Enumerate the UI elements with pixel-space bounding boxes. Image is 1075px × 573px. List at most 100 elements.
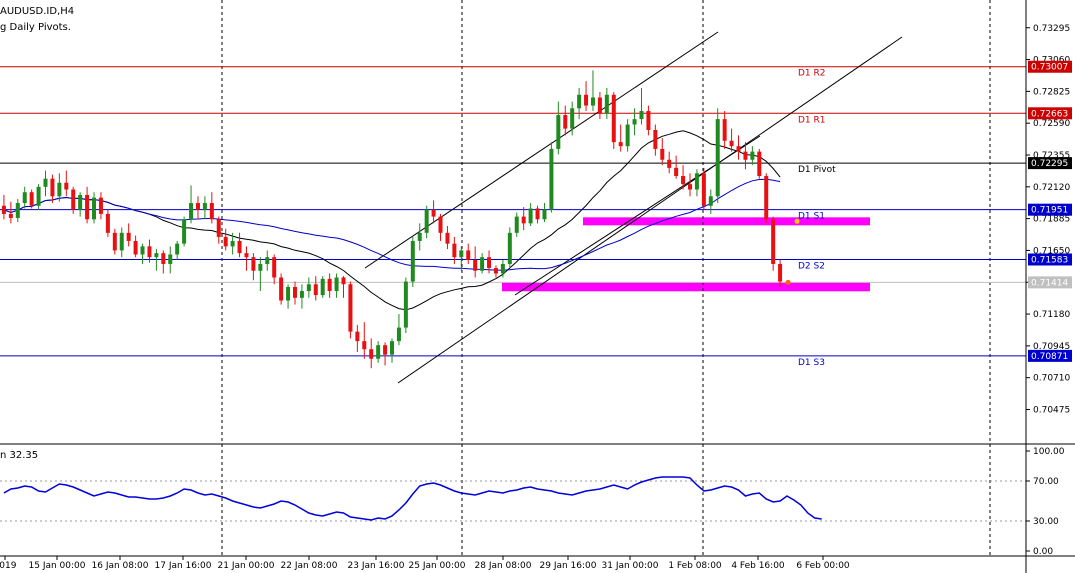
bull-candle — [570, 108, 575, 129]
bull-candle — [154, 253, 159, 258]
bull-candle — [549, 148, 554, 210]
oscillator-line — [3, 476, 822, 521]
bear-candle — [64, 182, 69, 190]
bear-candle — [161, 253, 166, 264]
bear-candle — [341, 277, 346, 285]
bear-candle — [272, 257, 277, 278]
price-tag — [1028, 107, 1072, 120]
bear-candle — [660, 148, 665, 160]
price-tag — [1028, 157, 1072, 170]
current-price-tag-text: 0.71414 — [1031, 278, 1068, 288]
bull-candle — [632, 119, 637, 125]
bear-candle — [29, 192, 34, 206]
price-tag — [1028, 349, 1072, 362]
bull-candle — [694, 173, 699, 190]
zone-touch-marker — [794, 218, 800, 224]
ma-slow-line — [3, 178, 781, 271]
bear-candle — [611, 94, 616, 143]
bear-candle — [133, 240, 138, 255]
bull-candle — [320, 278, 325, 296]
channel-upper-line — [364, 31, 719, 269]
bear-candle — [584, 94, 589, 106]
oscillator-tick-label: 0.00 — [1033, 547, 1053, 557]
price-tick-label: 0.72355 — [1033, 151, 1070, 161]
bear-candle — [764, 175, 769, 220]
bull-candle — [299, 291, 304, 298]
bull-candle — [189, 203, 194, 220]
bull-candle — [625, 124, 630, 147]
time-tick-label: 4 Feb 16:00 — [731, 561, 785, 571]
bear-candle — [618, 142, 623, 147]
indicator-label: g Daily Pivots. — [0, 22, 71, 33]
time-tick-label: 25 Jan 00:00 — [409, 561, 466, 571]
price-tag-text: 0.72295 — [1031, 159, 1068, 169]
pivot-label: D1 Pivot — [798, 165, 836, 175]
bull-candle — [708, 196, 713, 206]
bear-candle — [646, 111, 651, 130]
time-tick-label: 17 Jan 16:00 — [155, 561, 212, 571]
bear-candle — [736, 146, 741, 152]
bear-candle — [452, 243, 457, 258]
pivot-labels: D1 R2 D1 R1 D1 Pivot D1 S1 D2 S2 D1 S3 — [798, 69, 836, 368]
time-tick-label: 1 Feb 08:00 — [668, 561, 722, 571]
support-zones — [502, 217, 870, 292]
bear-candle — [216, 219, 221, 237]
bull-candle — [396, 327, 401, 342]
price-tags: 0.73007 0.72663 0.72295 0.71951 0.71583 0.708… — [1028, 60, 1072, 362]
bear-candle — [313, 284, 318, 296]
bull-candle — [507, 232, 512, 264]
price-tick-label: 0.72590 — [1033, 119, 1070, 129]
bear-candle — [473, 259, 478, 271]
bear-candle — [383, 345, 388, 355]
price-tag-text: 0.72663 — [1031, 109, 1068, 119]
time-tick-label: 6 Feb 00:00 — [796, 561, 850, 571]
bull-candle — [57, 182, 62, 197]
bear-candle — [667, 159, 672, 168]
current-price-tag — [1028, 276, 1072, 289]
bull-candle — [590, 97, 595, 106]
time-tick-label: 28 Jan 08:00 — [475, 561, 532, 571]
time-tick-label: 29 Jan 16:00 — [540, 561, 597, 571]
oscillator-tick-label: 30.00 — [1033, 517, 1059, 527]
pivot-label: D1 S3 — [798, 358, 825, 368]
time-tick-label: 21 Jan 00:00 — [218, 561, 275, 571]
pivot-label: D2 S2 — [798, 261, 825, 271]
price-tick-label: 0.72825 — [1033, 87, 1070, 97]
bull-candle — [265, 257, 270, 264]
bull-candle — [230, 240, 235, 247]
price-tag — [1028, 60, 1072, 73]
bear-candle — [355, 331, 360, 342]
bull-candle — [500, 263, 505, 274]
bull-candle — [528, 208, 533, 224]
price-tick-label: 0.71885 — [1033, 215, 1070, 225]
bear-candle — [209, 203, 214, 220]
bull-candle — [258, 263, 263, 271]
bull-candle — [175, 243, 180, 255]
bull-candle — [168, 254, 173, 264]
bull-candle — [43, 178, 48, 187]
bull-candle — [542, 209, 547, 220]
bear-candle — [535, 208, 540, 220]
price-tag-text: 0.73007 — [1031, 63, 1068, 73]
candles — [1, 70, 783, 369]
pivot-label: D1 R2 — [798, 69, 826, 79]
time-tick-label: 22 Jan 08:00 — [281, 561, 338, 571]
chart-title: AUDUSD.ID,H4 — [0, 6, 75, 17]
bull-candle — [480, 257, 485, 271]
bear-candle — [431, 209, 436, 217]
price-tag-text: 0.70871 — [1031, 352, 1068, 362]
bear-candle — [105, 213, 110, 233]
bull-candle — [390, 341, 395, 355]
bull-candle — [78, 194, 83, 210]
bull-candle — [715, 119, 720, 197]
bull-candle — [119, 232, 124, 251]
bear-candle — [98, 197, 103, 214]
price-tag — [1028, 253, 1072, 266]
bear-candle — [327, 278, 332, 292]
bear-candle — [8, 213, 13, 218]
bear-candle — [688, 184, 692, 190]
bull-candle — [92, 197, 97, 220]
bear-candle — [466, 250, 471, 260]
price-tick-label: 0.73060 — [1033, 56, 1070, 66]
